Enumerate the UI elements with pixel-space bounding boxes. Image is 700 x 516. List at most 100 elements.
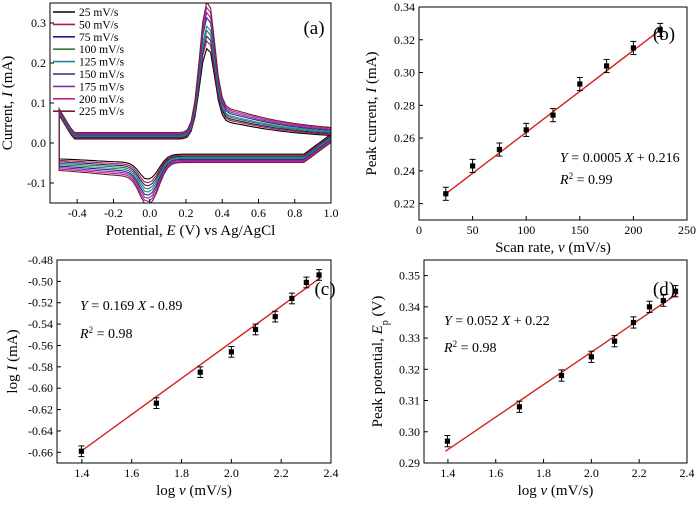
y-tick-label: 0.28 — [394, 98, 415, 112]
r2-exponent: 2 — [89, 325, 94, 335]
y-tick-label: 0.34 — [394, 0, 415, 14]
plot-frame — [423, 259, 688, 464]
data-point — [657, 27, 663, 33]
x-axis-title-part: v — [179, 483, 186, 499]
y-axis-title-part: Peak current, — [364, 93, 380, 176]
panel-label: (b) — [653, 24, 675, 45]
cv-curve — [58, 29, 331, 190]
data-point — [516, 404, 522, 410]
x-tick-label: 2.2 — [632, 466, 647, 480]
r2-value: = 0.99 — [573, 173, 612, 188]
eq-coef: = 0.0005 — [568, 151, 625, 166]
eq-y: Y — [80, 299, 90, 314]
y-tick-label: 0.22 — [394, 197, 415, 211]
y-axis-title-part: p — [380, 320, 391, 325]
eq-y: Y — [560, 151, 570, 166]
data-point — [470, 163, 476, 169]
r2-exponent: 2 — [453, 339, 458, 349]
y-axis-title: Current, I (mA) — [0, 56, 16, 151]
legend-label: 175 mV/s — [79, 81, 125, 93]
y-axis-title-part: (mA) — [364, 51, 380, 87]
y-tick-label: -0.1 — [27, 176, 46, 190]
panel-c: Y = 0.169 X - 0.89 R2 = 0.98 1.4 1.6 1.8 2.0 2… — [5, 253, 339, 499]
plot-frame — [418, 6, 688, 221]
data-point — [444, 438, 451, 444]
x-tick-label: 0.0 — [142, 206, 157, 220]
x-tick-label: 2.2 — [274, 466, 289, 480]
cv-curve — [58, 6, 331, 203]
fit-equation: Y = 0.052 X + 0.22 — [444, 314, 550, 329]
x-tick-label: 1.4 — [440, 466, 455, 480]
x-axis-title-part: (V) vs Ag/AgCl — [176, 223, 276, 239]
cv-curve — [58, 25, 331, 193]
y-axis-title-part: (mA) — [5, 329, 21, 365]
panel-label: (a) — [303, 18, 324, 39]
panel-label: (c) — [314, 279, 335, 300]
data-point — [78, 448, 85, 454]
x-axis-title-part: (mV/s) — [547, 483, 593, 499]
legend-label: 125 mV/s — [79, 57, 125, 69]
data-point — [660, 298, 666, 304]
y-axis-title-part: Current, — [0, 97, 16, 150]
cv-curve — [58, 3, 331, 203]
cv-curve — [58, 11, 331, 199]
r-squared: R2 = 0.98 — [79, 325, 132, 342]
r2-value: = 0.98 — [457, 341, 496, 356]
x-tick-label: 2.0 — [224, 466, 239, 480]
x-tick-label: 2.4 — [680, 466, 695, 480]
eq-x: X — [624, 151, 634, 166]
cv-curve — [58, 47, 331, 180]
y-tick-label: -0.62 — [28, 403, 53, 417]
x-tick-label: 2.4 — [324, 466, 339, 480]
x-tick-label: 2.0 — [584, 466, 599, 480]
r2-exponent: 2 — [569, 171, 574, 181]
x-axis-title: log v (mV/s) — [518, 483, 594, 499]
y-tick-label: 0.26 — [394, 131, 415, 145]
cv-curves — [58, 3, 331, 203]
x-axis-title-part: (mV/s) — [565, 240, 611, 256]
x-tick-label: 150 — [571, 223, 589, 237]
data-point — [672, 288, 679, 294]
data-point — [153, 400, 159, 406]
y-tick-label: 0.2 — [31, 56, 46, 70]
y-tick-label: 0.29 — [399, 456, 420, 470]
y-axis-title-part: log — [5, 371, 21, 394]
fit-equation: Y = 0.0005 X + 0.216 — [560, 151, 680, 166]
data-point — [630, 319, 637, 326]
y-axis-title-part: I — [0, 91, 16, 98]
data-point — [550, 112, 556, 118]
x-tick-label: 0.6 — [251, 206, 266, 220]
y-tick-label: 0.0 — [31, 136, 46, 150]
legend-label: 75 mV/s — [79, 32, 119, 44]
x-axis-title-part: v — [558, 240, 565, 256]
y-tick-label: -0.48 — [28, 253, 53, 267]
data-point — [443, 191, 449, 197]
eq-y: Y — [444, 314, 454, 329]
legend-label: 25 mV/s — [79, 7, 119, 19]
x-tick-label: 1.6 — [124, 466, 139, 480]
r2-symbol: R — [443, 341, 453, 356]
y-axis-title: log I (mA) — [5, 329, 21, 393]
cv-curve — [58, 39, 331, 184]
x-tick-label: 1.4 — [74, 466, 89, 480]
x-tick-label: 200 — [624, 223, 642, 237]
eq-intercept: + 0.22 — [510, 314, 549, 329]
r2-symbol: R — [79, 327, 89, 342]
r-squared: R2 = 0.99 — [559, 171, 612, 188]
data-point — [630, 45, 636, 51]
x-tick-label: 0 — [416, 223, 422, 237]
y-tick-label: -0.66 — [28, 445, 53, 459]
data-point — [197, 369, 203, 375]
x-tick-label: 0.2 — [178, 206, 193, 220]
y-tick-label: 0.30 — [399, 425, 420, 439]
legend-label: 225 mV/s — [79, 106, 125, 118]
data-point — [272, 314, 278, 320]
x-tick-label: 50 — [467, 223, 479, 237]
y-tick-label: 0.32 — [394, 33, 415, 47]
y-tick-label: -0.52 — [28, 296, 53, 310]
data-point — [588, 354, 594, 360]
data-point — [646, 304, 653, 310]
eq-coef: = 0.052 — [452, 314, 502, 329]
